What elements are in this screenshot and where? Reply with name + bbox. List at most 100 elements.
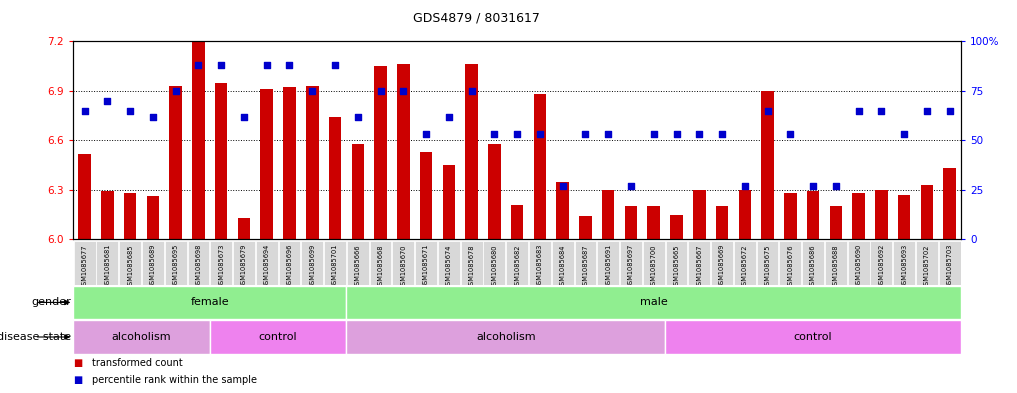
Point: [874, 107, 890, 114]
Point: [282, 62, 298, 68]
Text: transformed count: transformed count: [92, 358, 182, 367]
Text: alcoholism: alcoholism: [112, 332, 171, 342]
Text: GSM1085701: GSM1085701: [332, 244, 338, 288]
Text: GSM1085683: GSM1085683: [537, 244, 543, 288]
Bar: [461, 241, 482, 285]
Point: [578, 131, 594, 138]
Text: GSM1085672: GSM1085672: [741, 244, 747, 288]
Bar: [511, 205, 524, 239]
Bar: [142, 241, 164, 285]
Bar: [466, 64, 478, 239]
Point: [440, 114, 457, 120]
Bar: [825, 241, 847, 285]
Text: GSM1085675: GSM1085675: [765, 244, 771, 288]
Bar: [579, 216, 592, 239]
Text: male: male: [640, 298, 667, 307]
Bar: [78, 154, 91, 239]
Bar: [575, 241, 596, 285]
Bar: [279, 241, 300, 285]
Text: ■: ■: [73, 375, 82, 385]
Text: GSM1085671: GSM1085671: [423, 244, 429, 288]
Bar: [347, 320, 665, 354]
Point: [486, 131, 502, 138]
Point: [213, 62, 229, 68]
Text: gender: gender: [32, 298, 71, 307]
Bar: [784, 193, 796, 239]
Bar: [738, 190, 752, 239]
Point: [804, 183, 821, 189]
Bar: [374, 66, 386, 239]
Text: percentile rank within the sample: percentile rank within the sample: [92, 375, 256, 385]
Point: [372, 88, 388, 94]
Text: alcoholism: alcoholism: [476, 332, 536, 342]
Text: GSM1085696: GSM1085696: [287, 244, 293, 288]
Text: GSM1085666: GSM1085666: [355, 244, 361, 288]
Bar: [689, 241, 710, 285]
Bar: [806, 191, 820, 239]
Bar: [301, 241, 323, 285]
Bar: [73, 241, 96, 285]
Bar: [693, 190, 706, 239]
Bar: [211, 241, 232, 285]
Bar: [73, 286, 347, 319]
Text: GSM1085686: GSM1085686: [811, 244, 816, 288]
Text: GSM1085689: GSM1085689: [149, 244, 156, 288]
Bar: [830, 206, 842, 239]
Bar: [534, 94, 546, 239]
Bar: [283, 88, 296, 239]
Bar: [306, 86, 318, 239]
Bar: [939, 241, 961, 285]
Bar: [665, 320, 961, 354]
Bar: [624, 206, 638, 239]
Bar: [875, 190, 888, 239]
Text: GSM1085687: GSM1085687: [583, 244, 589, 288]
Bar: [757, 241, 778, 285]
Text: GDS4879 / 8031617: GDS4879 / 8031617: [413, 12, 540, 25]
Bar: [711, 241, 733, 285]
Text: GSM1085695: GSM1085695: [173, 244, 179, 288]
Text: GSM1085684: GSM1085684: [559, 244, 565, 288]
Bar: [734, 241, 756, 285]
Bar: [442, 165, 456, 239]
Point: [668, 131, 684, 138]
Bar: [920, 185, 934, 239]
Bar: [328, 117, 342, 239]
Bar: [944, 168, 956, 239]
Bar: [73, 320, 210, 354]
Point: [122, 107, 138, 114]
Bar: [529, 241, 551, 285]
Text: control: control: [794, 332, 832, 342]
Bar: [916, 241, 938, 285]
Point: [714, 131, 730, 138]
Text: control: control: [258, 332, 297, 342]
Point: [600, 131, 616, 138]
Text: GSM1085678: GSM1085678: [469, 244, 475, 288]
Bar: [670, 215, 682, 239]
Point: [896, 131, 912, 138]
Text: GSM1085702: GSM1085702: [923, 244, 930, 288]
Bar: [620, 241, 642, 285]
Bar: [210, 320, 347, 354]
Point: [418, 131, 434, 138]
Point: [554, 183, 571, 189]
Bar: [597, 241, 619, 285]
Text: GSM1085703: GSM1085703: [947, 244, 953, 288]
Text: GSM1085699: GSM1085699: [309, 244, 315, 288]
Text: disease state: disease state: [0, 332, 71, 342]
Point: [326, 62, 343, 68]
Bar: [124, 193, 136, 239]
Text: GSM1085670: GSM1085670: [401, 244, 407, 288]
Text: GSM1085676: GSM1085676: [787, 244, 793, 288]
Bar: [101, 191, 114, 239]
Point: [622, 183, 639, 189]
Point: [510, 131, 526, 138]
Bar: [483, 241, 505, 285]
Bar: [893, 241, 915, 285]
Bar: [215, 83, 228, 239]
Bar: [648, 206, 660, 239]
Text: female: female: [190, 298, 229, 307]
Bar: [802, 241, 824, 285]
Bar: [848, 241, 870, 285]
Point: [464, 88, 480, 94]
Bar: [170, 86, 182, 239]
